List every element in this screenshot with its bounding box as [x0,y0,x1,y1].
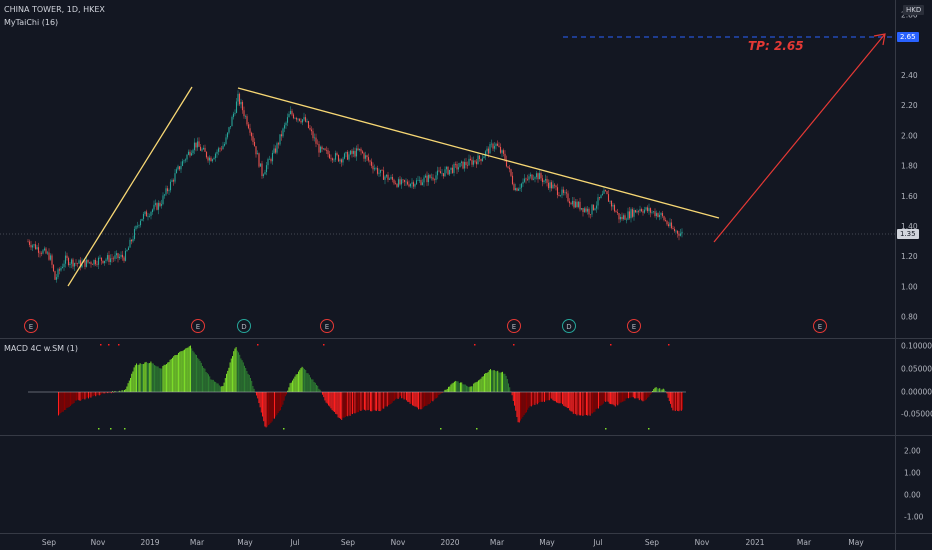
price-tick-label: 1.80 [901,162,918,171]
lower-tick-label: -1.00 [904,513,924,522]
time-axis[interactable]: Sep Nov 2019 Mar May Jul Sep Nov 2020 Mar May Jul Se… [42,538,864,547]
last-price-badge: 1.35 [897,229,919,239]
uptrend-line[interactable] [67,86,193,287]
event-marker-label: E [512,323,516,331]
price-tick-label: 2.00 [901,131,918,140]
lower-tick-label: 0.00 [904,491,921,500]
price-tick-label: 2.20 [901,101,918,110]
price-axis-macd[interactable]: 0.10000 0.05000 0.00000 -0.05000 [901,342,932,419]
event-marker-icon[interactable] [813,319,827,333]
macd-histogram [28,345,686,428]
price-tick-label: 1.60 [901,192,918,201]
time-tick-label: May [237,538,253,547]
macd-tick-label: -0.05000 [901,410,932,419]
indicator-title[interactable]: MyTaiChi (16) [4,18,59,27]
resistance-trendline[interactable] [237,87,720,219]
lower-tick-label: 1.00 [904,469,921,478]
candlestick-series [27,90,683,283]
time-tick-label: Mar [490,538,505,547]
currency-badge[interactable]: HKD [903,5,925,15]
time-tick-label: 2019 [140,538,159,547]
time-tick-label: May [539,538,555,547]
event-marker-icon[interactable] [627,319,641,333]
event-marker-label: D [566,323,571,331]
event-marker-icon[interactable] [237,319,251,333]
event-marker-label: E [325,323,329,331]
price-tick-label: 2.40 [901,71,918,80]
time-tick-label: Nov [91,538,106,547]
symbol-title[interactable]: CHINA TOWER, 1D, HKEX [4,5,105,14]
price-tick-label: 2.80 [901,11,918,20]
time-tick-label: 2021 [745,538,764,547]
macd-tick-label: 0.05000 [901,365,932,374]
event-marker-label: E [29,323,33,331]
macd-tick-label: 0.10000 [901,342,932,351]
price-tick-label: 1.00 [901,282,918,291]
event-marker-label: D [241,323,246,331]
time-tick-label: Sep [341,538,355,547]
macd-tick-label: 0.00000 [901,388,932,397]
event-marker-icon[interactable] [320,319,334,333]
time-tick-label: Jul [289,538,299,547]
time-tick-label: May [848,538,864,547]
projection-arrow[interactable] [713,33,886,243]
time-tick-label: Nov [695,538,710,547]
event-marker-icon[interactable] [562,319,576,333]
target-price-badge: 2.65 [897,32,919,42]
time-tick-label: Sep [42,538,56,547]
event-marker-label: E [632,323,636,331]
event-marker-label: E [818,323,822,331]
price-axis-lower[interactable]: 2.00 1.00 0.00 -1.00 [904,447,924,522]
arrow-head-icon [873,33,886,46]
tp-label[interactable]: TP: 2.65 [748,39,804,53]
time-tick-label: Sep [645,538,659,547]
time-tick-label: Jul [592,538,602,547]
event-marker-label: E [196,323,200,331]
time-tick-label: Nov [391,538,406,547]
event-marker-icon[interactable] [191,319,205,333]
event-marker-icon[interactable] [24,319,38,333]
time-tick-label: Mar [797,538,812,547]
lower-tick-label: 2.00 [904,447,921,456]
price-tick-label: 0.80 [901,313,918,322]
time-tick-label: 2020 [440,538,459,547]
price-tick-label: 1.20 [901,252,918,261]
macd-signal-dots [98,344,670,430]
time-tick-label: Mar [190,538,205,547]
event-marker-icon[interactable] [507,319,521,333]
price-axis-main[interactable]: 2.80 2.40 2.20 2.00 1.80 1.60 1.40 1.20 1.00 0.80 [901,11,918,322]
macd-title[interactable]: MACD 4C w.SM (1) [4,344,78,353]
price-tick-label: 1.40 [901,222,918,231]
